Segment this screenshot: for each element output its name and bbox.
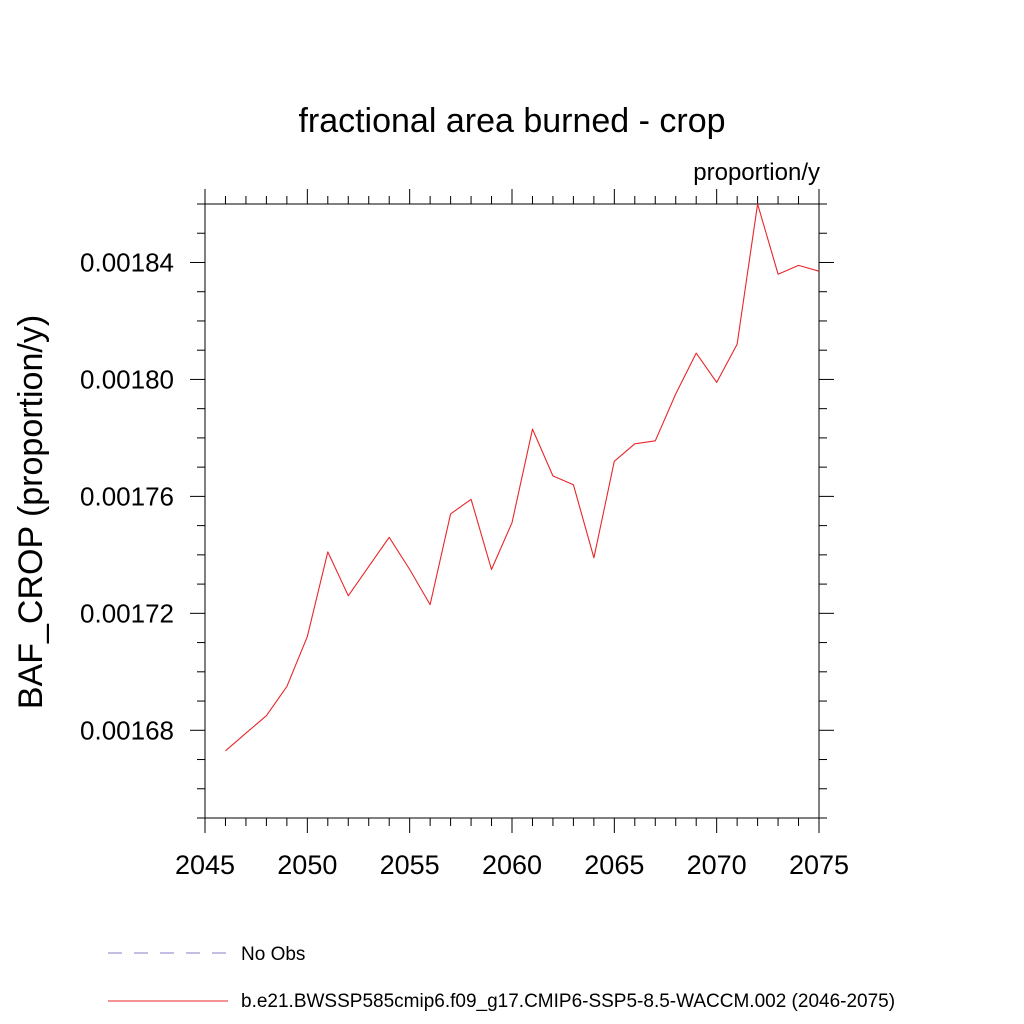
x-tick-label: 2055 bbox=[380, 850, 440, 880]
legend-label-model: b.e21.BWSSP585cmip6.f09_g17.CMIP6-SSP5-8… bbox=[241, 991, 895, 1012]
y-tick-label: 0.00184 bbox=[80, 247, 174, 277]
y-tick-label: 0.00172 bbox=[80, 598, 174, 628]
y-tick-label: 0.00176 bbox=[80, 481, 174, 511]
series-group bbox=[225, 203, 820, 752]
plot-frame bbox=[204, 203, 820, 819]
x-tick-label: 2070 bbox=[687, 850, 747, 880]
x-tick-label: 2060 bbox=[482, 850, 542, 880]
chart-title: fractional area burned - crop bbox=[298, 102, 725, 140]
x-tick-labels: 2045 2050 2055 2060 2065 2070 2075 bbox=[175, 850, 849, 880]
x-tick-label: 2075 bbox=[789, 850, 849, 880]
x-tick-label: 2045 bbox=[175, 850, 235, 880]
x-tick-label: 2050 bbox=[277, 850, 337, 880]
y-axis-label: BAF_CROP (proportion/y) bbox=[12, 315, 50, 709]
y-tick-label: 0.00168 bbox=[80, 715, 174, 745]
legend: No Obs b.e21.BWSSP585cmip6.f09_g17.CMIP6… bbox=[108, 944, 895, 1012]
x-tick-label: 2065 bbox=[584, 850, 644, 880]
y-tick-labels: 0.00168 0.00172 0.00176 0.00180 0.00184 bbox=[80, 247, 174, 745]
y-tick-label: 0.00180 bbox=[80, 364, 174, 394]
axis-ticks bbox=[190, 189, 834, 833]
units-label: proportion/y bbox=[693, 159, 820, 186]
series-line bbox=[225, 203, 820, 752]
legend-label-no-obs: No Obs bbox=[241, 944, 305, 965]
